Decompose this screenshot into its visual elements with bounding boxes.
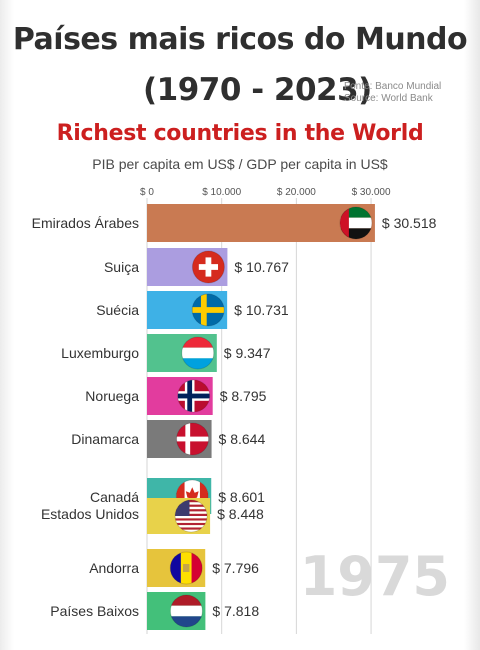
category-label: Emirados Árabes (32, 215, 139, 231)
flag-border (169, 594, 203, 628)
flag-border (191, 250, 225, 284)
value-label: $ 7.818 (212, 603, 259, 619)
chart-subtitle: Richest countries in the World (56, 121, 424, 146)
value-label: $ 30.518 (382, 215, 437, 231)
luxembourg-flag-icon (181, 336, 215, 370)
bar-uae (147, 204, 375, 242)
category-label: Estados Unidos (41, 506, 139, 522)
sweden-flag-icon (191, 293, 225, 327)
uae-flag-icon (339, 206, 373, 240)
norway-flag-icon (177, 379, 211, 413)
value-label: $ 8.601 (218, 489, 265, 505)
chart-year-range: (1970 - 2023) (143, 72, 372, 108)
x-tick-label: $ 0 (140, 187, 154, 198)
left-edge-shadow (0, 0, 14, 650)
flag-border (181, 336, 215, 370)
flag-border (177, 379, 211, 413)
value-label: $ 8.795 (220, 388, 267, 404)
source-pt: Fonte: Banco Mundial (344, 81, 442, 92)
right-edge-shadow (464, 0, 480, 650)
netherlands-flag-icon (169, 594, 203, 628)
andorra-flag-icon (169, 551, 203, 585)
value-label: $ 8.644 (219, 431, 266, 447)
value-label: $ 9.347 (224, 345, 271, 361)
category-label: Canadá (90, 489, 139, 505)
source-en: Source: World Bank (344, 93, 433, 104)
flag-border (191, 293, 225, 327)
value-label: $ 8.448 (217, 506, 264, 522)
category-label: Noruega (85, 388, 139, 404)
flag-border (174, 499, 208, 533)
category-label: Suécia (96, 302, 139, 318)
unit-label: PIB per capita em US$ / GDP per capita i… (92, 156, 388, 172)
category-label: Dinamarca (71, 431, 139, 447)
source-note: Fonte: Banco Mundial Source: World Bank (344, 81, 441, 105)
x-tick-label: $ 10.000 (202, 187, 241, 198)
x-tick-label: $ 30.000 (352, 187, 391, 198)
category-label: Suiça (104, 259, 139, 275)
category-label: Países Baixos (50, 603, 139, 619)
flag-border (339, 206, 373, 240)
category-label: Andorra (89, 560, 139, 576)
switzerland-flag-icon (191, 250, 225, 284)
denmark-flag-icon (176, 422, 210, 456)
current-year: 1975 (299, 545, 450, 608)
value-label: $ 7.796 (212, 560, 259, 576)
value-label: $ 10.767 (234, 259, 289, 275)
chart-title: Países mais ricos do Mundo (12, 22, 468, 57)
flag-border (176, 422, 210, 456)
flag-border (169, 551, 203, 585)
category-label: Luxemburgo (61, 345, 139, 361)
value-label: $ 10.731 (234, 302, 289, 318)
x-tick-label: $ 20.000 (277, 187, 316, 198)
usa-flag-icon (174, 499, 208, 533)
